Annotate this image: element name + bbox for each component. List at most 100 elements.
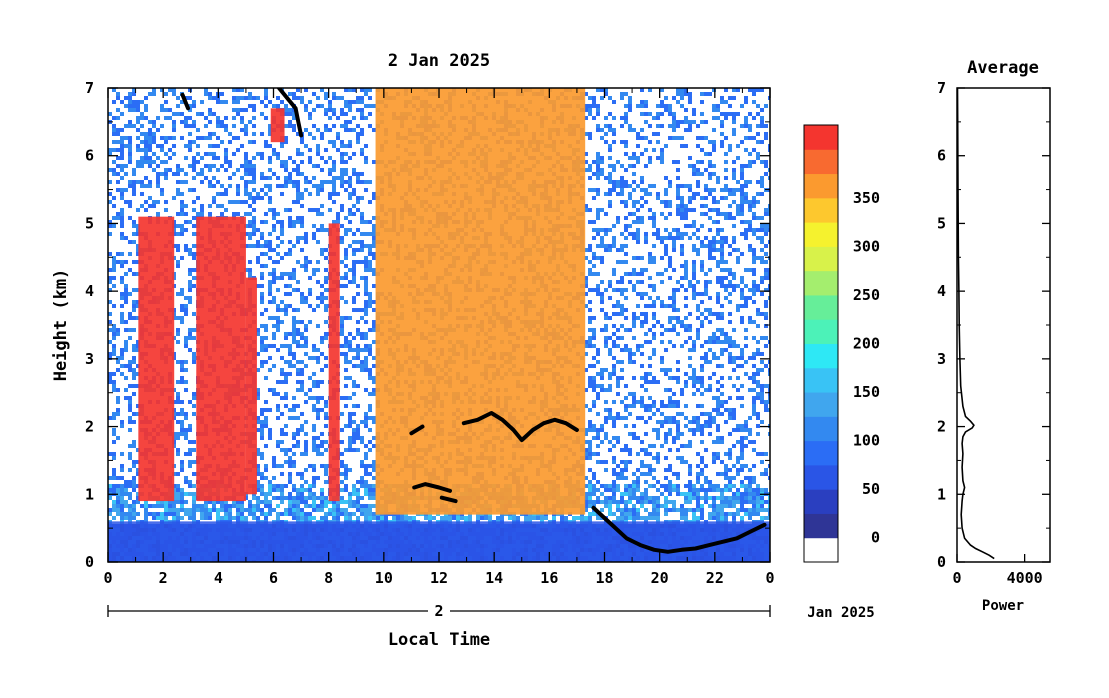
heatmap-cell	[756, 412, 760, 416]
heatmap-cell	[756, 156, 760, 160]
heatmap-cell	[760, 140, 764, 144]
heatmap-cell	[184, 312, 188, 316]
heatmap-cell	[176, 328, 180, 332]
heatmap-cell	[132, 180, 136, 184]
heatmap-cell	[316, 212, 320, 216]
heatmap-cell	[684, 296, 688, 300]
heatmap-cell	[716, 300, 720, 304]
heatmap-cell	[612, 100, 616, 104]
heatmap-cell	[284, 308, 288, 312]
heatmap-cell	[108, 252, 112, 256]
heatmap-cell	[272, 272, 276, 276]
heatmap-cell	[672, 96, 676, 100]
heatmap-cell	[676, 100, 680, 104]
heatmap-cell	[320, 340, 324, 344]
heatmap-cell	[276, 220, 280, 224]
heatmap-cell	[268, 368, 272, 372]
heatmap-cell	[616, 248, 620, 252]
heatmap-cell	[688, 96, 692, 100]
heatmap-cell	[244, 192, 248, 196]
heatmap-cell	[272, 248, 276, 252]
heatmap-cell	[320, 296, 324, 300]
heatmap-cell	[704, 236, 708, 240]
heatmap-cell	[356, 308, 360, 312]
heatmap-cell	[288, 332, 292, 336]
heatmap-cell	[660, 300, 664, 304]
heatmap-cell	[340, 184, 344, 188]
heatmap-cell	[600, 208, 604, 212]
heatmap-cell	[600, 160, 604, 164]
heatmap-cell	[588, 420, 592, 424]
heatmap-cell	[180, 256, 184, 260]
heatmap-cell	[108, 268, 112, 272]
heatmap-cell	[640, 384, 644, 388]
heatmap-cell	[748, 112, 752, 116]
heatmap-cell	[684, 328, 688, 332]
heatmap-cell	[260, 312, 264, 316]
heatmap-cell	[644, 232, 648, 236]
heatmap-cell	[688, 420, 692, 424]
heatmap-cell	[696, 304, 700, 308]
heatmap-cell	[132, 308, 136, 312]
heatmap-cell	[644, 420, 648, 424]
heatmap-cell	[108, 328, 112, 332]
heatmap-cell	[720, 96, 724, 100]
heatmap-cell	[624, 168, 628, 172]
heatmap-cell	[596, 284, 600, 288]
heatmap-cell	[332, 124, 336, 128]
heatmap-cell	[596, 228, 600, 232]
heatmap-cell	[700, 392, 704, 396]
heatmap-cell	[372, 392, 376, 396]
heatmap-cell	[756, 324, 760, 328]
heatmap-cell	[756, 384, 760, 388]
heatmap-cell	[744, 360, 748, 364]
heatmap-cell	[712, 396, 716, 400]
heatmap-cell	[320, 188, 324, 192]
heatmap-cell	[704, 168, 708, 172]
heatmap-cell	[740, 292, 744, 296]
heatmap-cell	[132, 272, 136, 276]
heatmap-cell	[364, 268, 368, 272]
heatmap-cell	[640, 352, 644, 356]
heatmap-cell	[352, 384, 356, 388]
heatmap-cell	[748, 248, 752, 252]
heatmap-cell	[608, 228, 612, 232]
heatmap-cell	[716, 208, 720, 212]
heatmap-cell	[752, 116, 756, 120]
heatmap-cell	[108, 168, 112, 172]
heatmap-cell	[712, 336, 716, 340]
heatmap-cell	[628, 196, 632, 200]
heatmap-cell	[172, 128, 176, 132]
heatmap-cell	[344, 180, 348, 184]
heatmap-cell	[668, 376, 672, 380]
heatmap-cell	[620, 308, 624, 312]
heatmap-cell	[728, 96, 732, 100]
heatmap-cell	[260, 408, 264, 412]
heatmap-cell	[248, 224, 252, 228]
heatmap-cell	[284, 360, 288, 364]
heatmap-cell	[604, 192, 608, 196]
heatmap-cell	[740, 168, 744, 172]
heatmap-cell	[596, 292, 600, 296]
heatmap-cell	[708, 140, 712, 144]
heatmap-cell	[348, 120, 352, 124]
heatmap-cell	[760, 180, 764, 184]
heatmap-cell	[260, 196, 264, 200]
heatmap-cell	[324, 320, 328, 324]
heatmap-cell	[224, 116, 228, 120]
heatmap-cell	[128, 108, 132, 112]
heatmap-cell	[656, 116, 660, 120]
heatmap-cell	[304, 328, 308, 332]
heatmap-cell	[624, 236, 628, 240]
heatmap-cell	[272, 172, 276, 176]
heatmap-cell	[372, 236, 376, 240]
heatmap-cell	[676, 196, 680, 200]
heatmap-cell	[724, 176, 728, 180]
heatmap-cell	[768, 372, 770, 376]
heatmap-cell	[292, 92, 296, 96]
heatmap-cell	[316, 280, 320, 284]
heatmap-cell	[288, 124, 292, 128]
heatmap-cell	[764, 252, 768, 256]
heatmap-cell	[120, 176, 124, 180]
heatmap-cell	[608, 376, 612, 380]
